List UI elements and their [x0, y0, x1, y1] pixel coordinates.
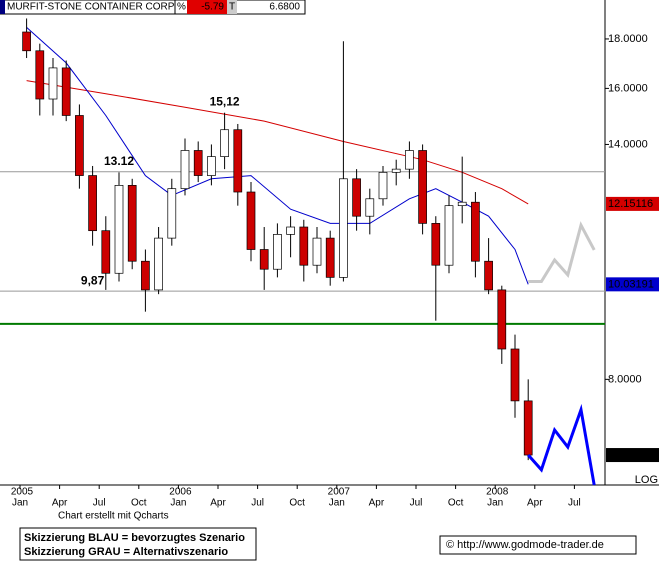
y-tick-label: 8.0000: [608, 373, 642, 385]
x-tick-label: Jul: [410, 498, 423, 509]
candle-body: [259, 249, 269, 270]
candle-body: [61, 67, 71, 116]
flag-box: [227, 0, 237, 14]
candle-body: [523, 400, 533, 456]
candle-body: [352, 178, 361, 217]
year-label: 2008: [486, 487, 509, 498]
x-tick-label: Oct: [289, 498, 305, 509]
last-value-label: 12.15116: [608, 198, 653, 210]
candle-body: [497, 289, 507, 350]
candle-body: [391, 168, 401, 173]
last-value-label: 10.03191: [608, 278, 654, 290]
annotation: 9,87: [81, 273, 105, 287]
header-pct: %: [177, 2, 186, 13]
candle-body: [127, 185, 137, 262]
log-label: LOG: [635, 474, 658, 486]
candle-body: [154, 237, 163, 291]
y-tick-label: 14.0000: [608, 138, 648, 150]
candle-body: [193, 150, 203, 176]
scenario-line: [527, 403, 596, 486]
header: MURFIT-STONE CONTAINER CORP % -5.79 T 6.…: [0, 0, 306, 15]
x-tick-label: Jan: [329, 498, 345, 509]
candle-body: [405, 150, 414, 170]
scenario-line: [528, 221, 596, 283]
x-tick-label: Jul: [251, 498, 264, 509]
candle-body: [141, 260, 150, 291]
candle-body: [101, 230, 111, 274]
candle-body: [75, 115, 84, 176]
last-close-label: 6.6800: [608, 449, 642, 461]
last-value-box: [606, 277, 659, 292]
candle-body: [246, 191, 256, 250]
y-tick-label: 16.0000: [608, 82, 648, 94]
header-change: -5.79: [201, 2, 224, 13]
candle-body: [22, 31, 31, 52]
header-title: MURFIT-STONE CONTAINER CORP: [7, 2, 175, 13]
credit: Chart erstellt mit Qcharts: [58, 511, 169, 522]
x-tick-label: Oct: [131, 498, 147, 509]
x-tick-label: Apr: [52, 498, 68, 509]
candle-body: [431, 223, 441, 266]
candle-body: [457, 201, 467, 207]
x-tick-label: Jul: [93, 498, 106, 509]
candle-body: [286, 226, 295, 235]
candle-body: [471, 201, 480, 262]
candle-body: [233, 129, 243, 193]
header-last: 6.6800: [269, 2, 300, 13]
x-tick-label: Jan: [170, 498, 186, 509]
annotation: 13.12: [104, 154, 134, 168]
candle-body: [273, 234, 282, 270]
candle-body: [114, 185, 124, 274]
x-tick-label: Oct: [448, 498, 464, 509]
x-tick-label: Apr: [527, 498, 543, 509]
candle-body: [378, 171, 388, 200]
legend-line: Skizzierung BLAU = bevorzugtes Szenario: [24, 532, 245, 544]
header-swatch: [0, 0, 5, 14]
x-tick-label: Apr: [210, 498, 226, 509]
x-tick-label: Jan: [487, 498, 503, 509]
year-label: 2006: [169, 487, 192, 498]
candle-body: [48, 67, 58, 100]
copyright: © http://www.godmode-trader.de: [446, 539, 604, 551]
last-close-box: [606, 448, 659, 463]
legend-box: [19, 527, 257, 561]
header-flag: T: [229, 2, 235, 13]
candle-body: [180, 150, 190, 190]
candle-body: [339, 178, 348, 278]
year-label: 2005: [11, 487, 34, 498]
candle-body: [484, 260, 493, 291]
legend-line: Skizzierung GRAU = Alternativszenario: [24, 546, 228, 558]
x-tick-label: Jul: [568, 498, 581, 509]
candle-body: [88, 175, 97, 232]
change-box: [187, 0, 227, 14]
year-label: 2007: [328, 487, 351, 498]
candle-body: [510, 348, 520, 402]
candle-body: [167, 188, 177, 239]
last-value-box: [606, 196, 659, 211]
candle-body: [418, 150, 427, 224]
annotation: 15,12: [210, 94, 240, 108]
candle-body: [35, 50, 45, 100]
copyright-box: [439, 535, 637, 555]
candle-body: [365, 198, 375, 217]
candle-body: [220, 129, 229, 157]
x-tick-label: Apr: [369, 498, 385, 509]
y-tick-label: 18.0000: [608, 33, 648, 45]
x-tick-label: Jan: [12, 498, 28, 509]
candle-body: [312, 237, 322, 266]
candle-body: [207, 156, 216, 176]
candle-body: [325, 237, 335, 278]
candle-body: [444, 205, 454, 266]
candle-body: [299, 226, 309, 266]
